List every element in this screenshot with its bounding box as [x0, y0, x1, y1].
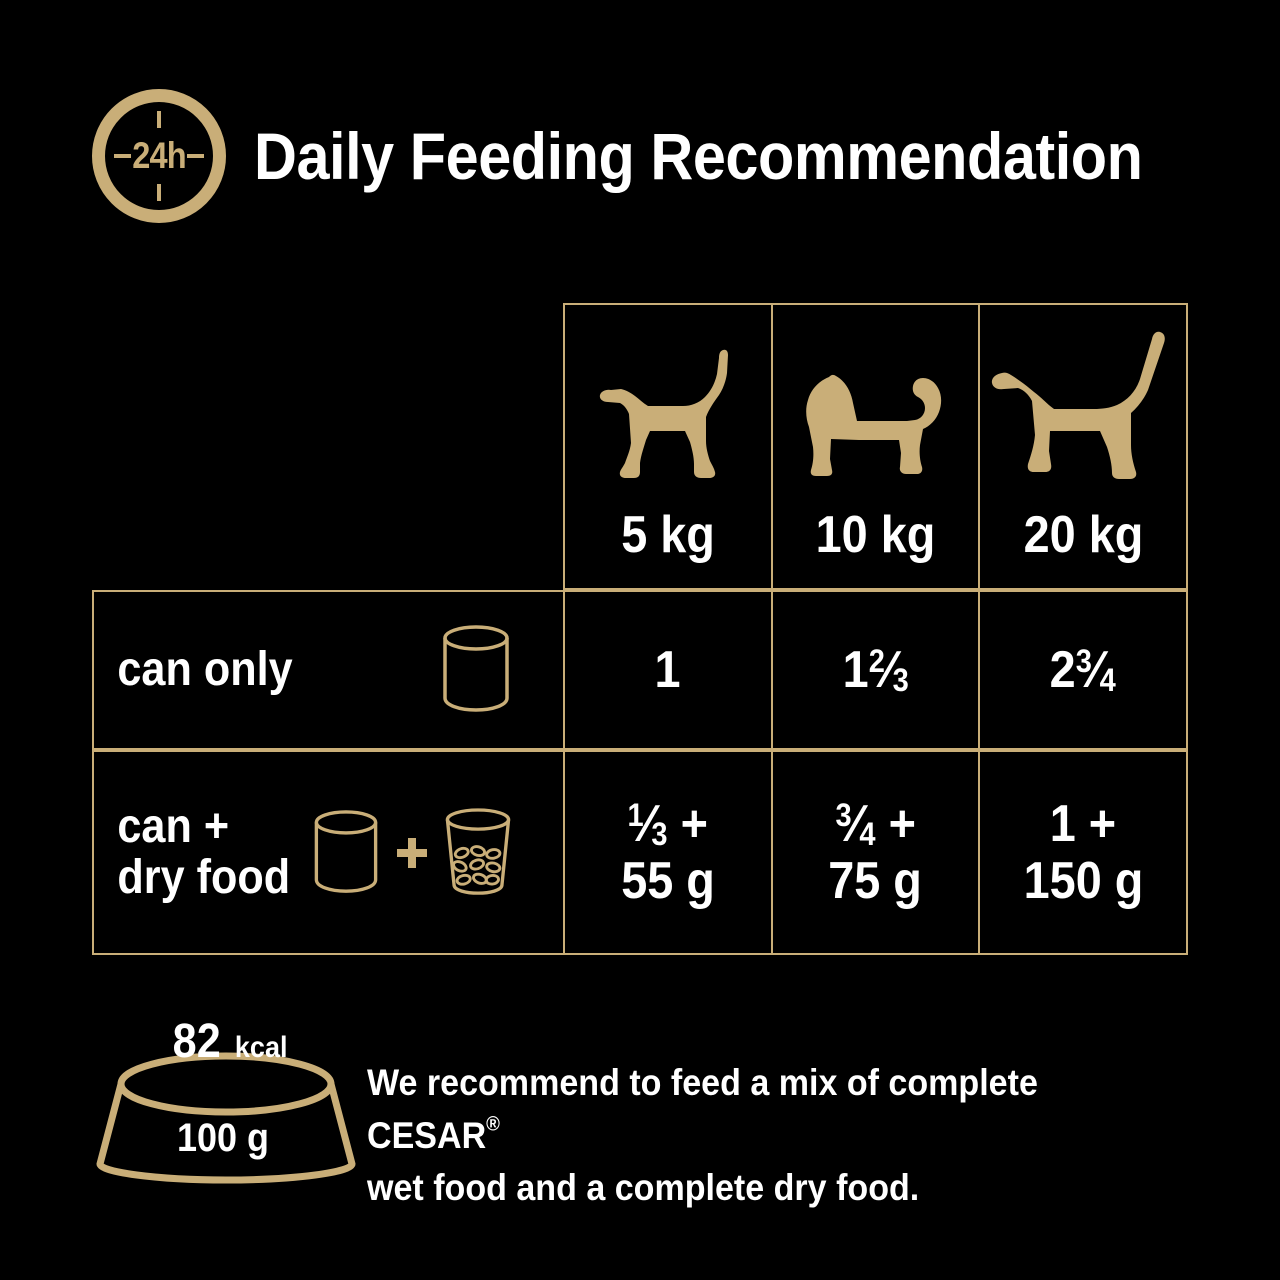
row-label-text-group: can + dry food [94, 799, 312, 904]
row-label-line2: dry food [117, 850, 291, 904]
bowl-block: 82 kcal 100 g [78, 1012, 368, 1187]
medium-dog-icon [795, 333, 957, 483]
value-cell: 1 + 150 g [978, 750, 1189, 955]
clock-badge-label: 24h [132, 135, 186, 176]
clock-24h-icon: 24h [92, 89, 226, 223]
value-text-line2: 75 g [828, 851, 923, 910]
value-text-line1: 1⁄3 + [627, 795, 709, 854]
table-header-row: 5 kg 10 kg 20 kg [92, 303, 1189, 590]
value-cell: 3⁄4 + 75 g [770, 750, 979, 955]
kcal-line: 82 kcal [170, 1014, 291, 1069]
table-row: can only 1 12⁄3 23⁄4 [92, 590, 1189, 750]
plus-icon [397, 837, 427, 868]
column-header-20kg: 20 kg [978, 303, 1189, 590]
value-text-line1: 3⁄4 + [835, 795, 916, 854]
value-text-line2: 150 g [1023, 851, 1144, 910]
row-label-text: can only [117, 642, 293, 696]
page-title: Daily Feeding Recommendation [254, 119, 1143, 193]
footer: 82 kcal 100 g We recommend to feed a mix… [78, 1012, 1198, 1208]
header-corner-cell [92, 303, 563, 590]
column-header-10kg: 10 kg [770, 303, 979, 590]
feeding-table: 5 kg 10 kg 20 kg can only [92, 303, 1189, 955]
dry-food-cup-icon [445, 807, 511, 895]
serving-grams-label: 100 g [176, 1116, 270, 1160]
row-label-can-dry-food: can + dry food [92, 750, 563, 955]
value-text: 12⁄3 [842, 640, 909, 699]
large-dog-icon [988, 331, 1178, 483]
column-weight-label: 20 kg [1023, 505, 1144, 564]
can-icon [443, 625, 509, 712]
small-dog-icon [593, 333, 743, 483]
value-text: 1 [654, 640, 681, 699]
clock-tick-bottom [157, 184, 161, 201]
clock-tick-right [187, 154, 204, 158]
recommendation-line2: wet food and a complete dry food. [367, 1167, 920, 1209]
row-label-can-only: can only [92, 590, 563, 750]
row-icons-can-dry-food [303, 803, 521, 903]
value-cell: 23⁄4 [978, 590, 1189, 750]
dog-bowl-icon [96, 1052, 356, 1184]
column-header-5kg: 5 kg [563, 303, 771, 590]
column-weight-label: 5 kg [621, 505, 715, 564]
value-cell: 12⁄3 [770, 590, 979, 750]
can-icon [314, 809, 378, 893]
clock-tick-left [114, 154, 131, 158]
kcal-value: 82 [172, 1015, 221, 1068]
column-weight-label: 10 kg [815, 505, 936, 564]
clock-tick-top [157, 111, 161, 128]
value-text-line2: 55 g [621, 851, 715, 910]
table-row: can + dry food [92, 750, 1189, 955]
row-label-line1: can + [117, 799, 230, 853]
value-cell: 1⁄3 + 55 g [563, 750, 771, 955]
recommendation-text: We recommend to feed a mix of complete C… [367, 1057, 1131, 1215]
value-text: 23⁄4 [1050, 640, 1117, 699]
trademark-symbol: ® [486, 1113, 500, 1136]
value-text-line1: 1 + [1049, 795, 1117, 854]
recommendation-line1: We recommend to feed a mix of complete C… [367, 1062, 1038, 1156]
kcal-unit: kcal [235, 1031, 288, 1064]
value-cell: 1 [563, 590, 771, 750]
header: 24h Daily Feeding Recommendation [92, 86, 1202, 226]
row-icons-can-only [431, 620, 521, 720]
